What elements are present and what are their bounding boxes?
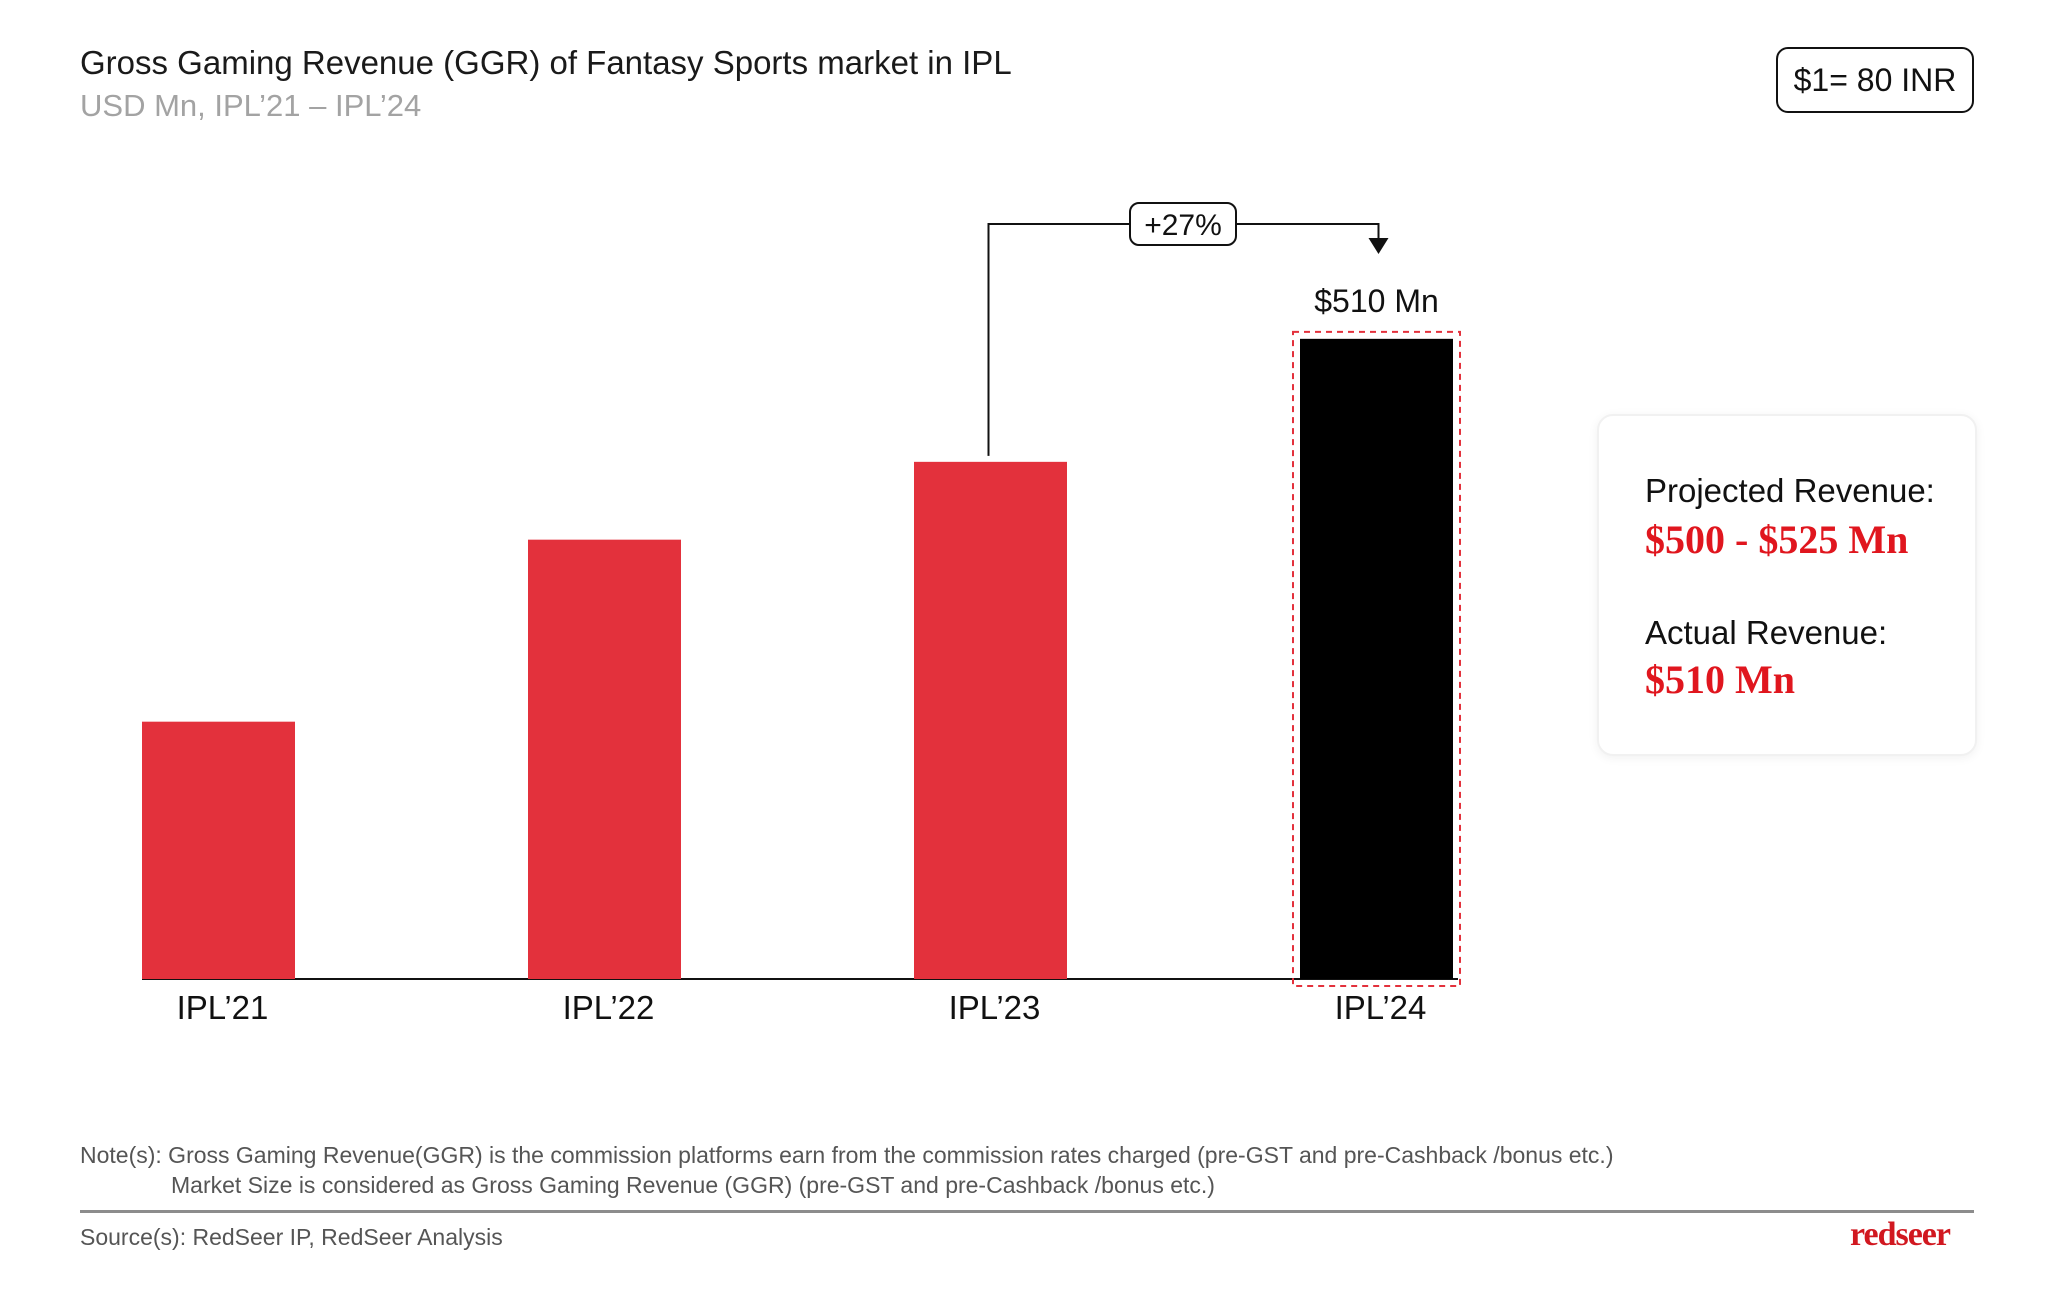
bar-chart: IPL’21 IPL’22 IPL’23 IPL’24 $510 Mn +27% <box>142 202 1461 1026</box>
projected-revenue-label: Projected Revenue: <box>1645 472 1935 509</box>
note-line-2: Market Size is considered as Gross Gamin… <box>171 1172 1215 1198</box>
bar-1 <box>528 539 681 979</box>
highlight-dashed-border <box>1292 330 1461 988</box>
growth-arrowhead <box>1368 238 1389 254</box>
actual-revenue-value: $510 Mn <box>1645 657 1795 702</box>
footer-divider <box>80 1210 1974 1213</box>
data-label-3: $510 Mn <box>1314 283 1439 319</box>
revenue-callout-card: Projected Revenue: $500 - $525 Mn Actual… <box>1597 414 1977 756</box>
x-tick-label-2: IPL’23 <box>949 989 1041 1026</box>
chart-notes: Note(s): Gross Gaming Revenue(GGR) is th… <box>80 1140 1613 1200</box>
growth-label: +27% <box>1144 209 1222 242</box>
growth-label-box <box>1129 202 1237 246</box>
note-line-1: Note(s): Gross Gaming Revenue(GGR) is th… <box>80 1142 1614 1168</box>
bar-2 <box>914 461 1067 979</box>
x-tick-label-0: IPL’21 <box>177 989 269 1026</box>
redseer-logo: redseer <box>1850 1216 1951 1253</box>
bar-3 <box>1300 338 1453 979</box>
source-text: Source(s): RedSeer IP, RedSeer Analysis <box>80 1224 503 1250</box>
exchange-rate-badge: $1= 80 INR <box>1776 47 1974 113</box>
chart-subtitle: USD Mn, IPL’21 – IPL’24 <box>80 88 422 123</box>
x-tick-label-1: IPL’22 <box>563 989 655 1026</box>
bar-0 <box>142 721 295 979</box>
projected-revenue-value: $500 - $525 Mn <box>1645 517 1909 562</box>
actual-revenue-label: Actual Revenue: <box>1645 614 1888 651</box>
x-tick-label-3: IPL’24 <box>1335 989 1427 1026</box>
chart-title: Gross Gaming Revenue (GGR) of Fantasy Sp… <box>80 44 1012 81</box>
